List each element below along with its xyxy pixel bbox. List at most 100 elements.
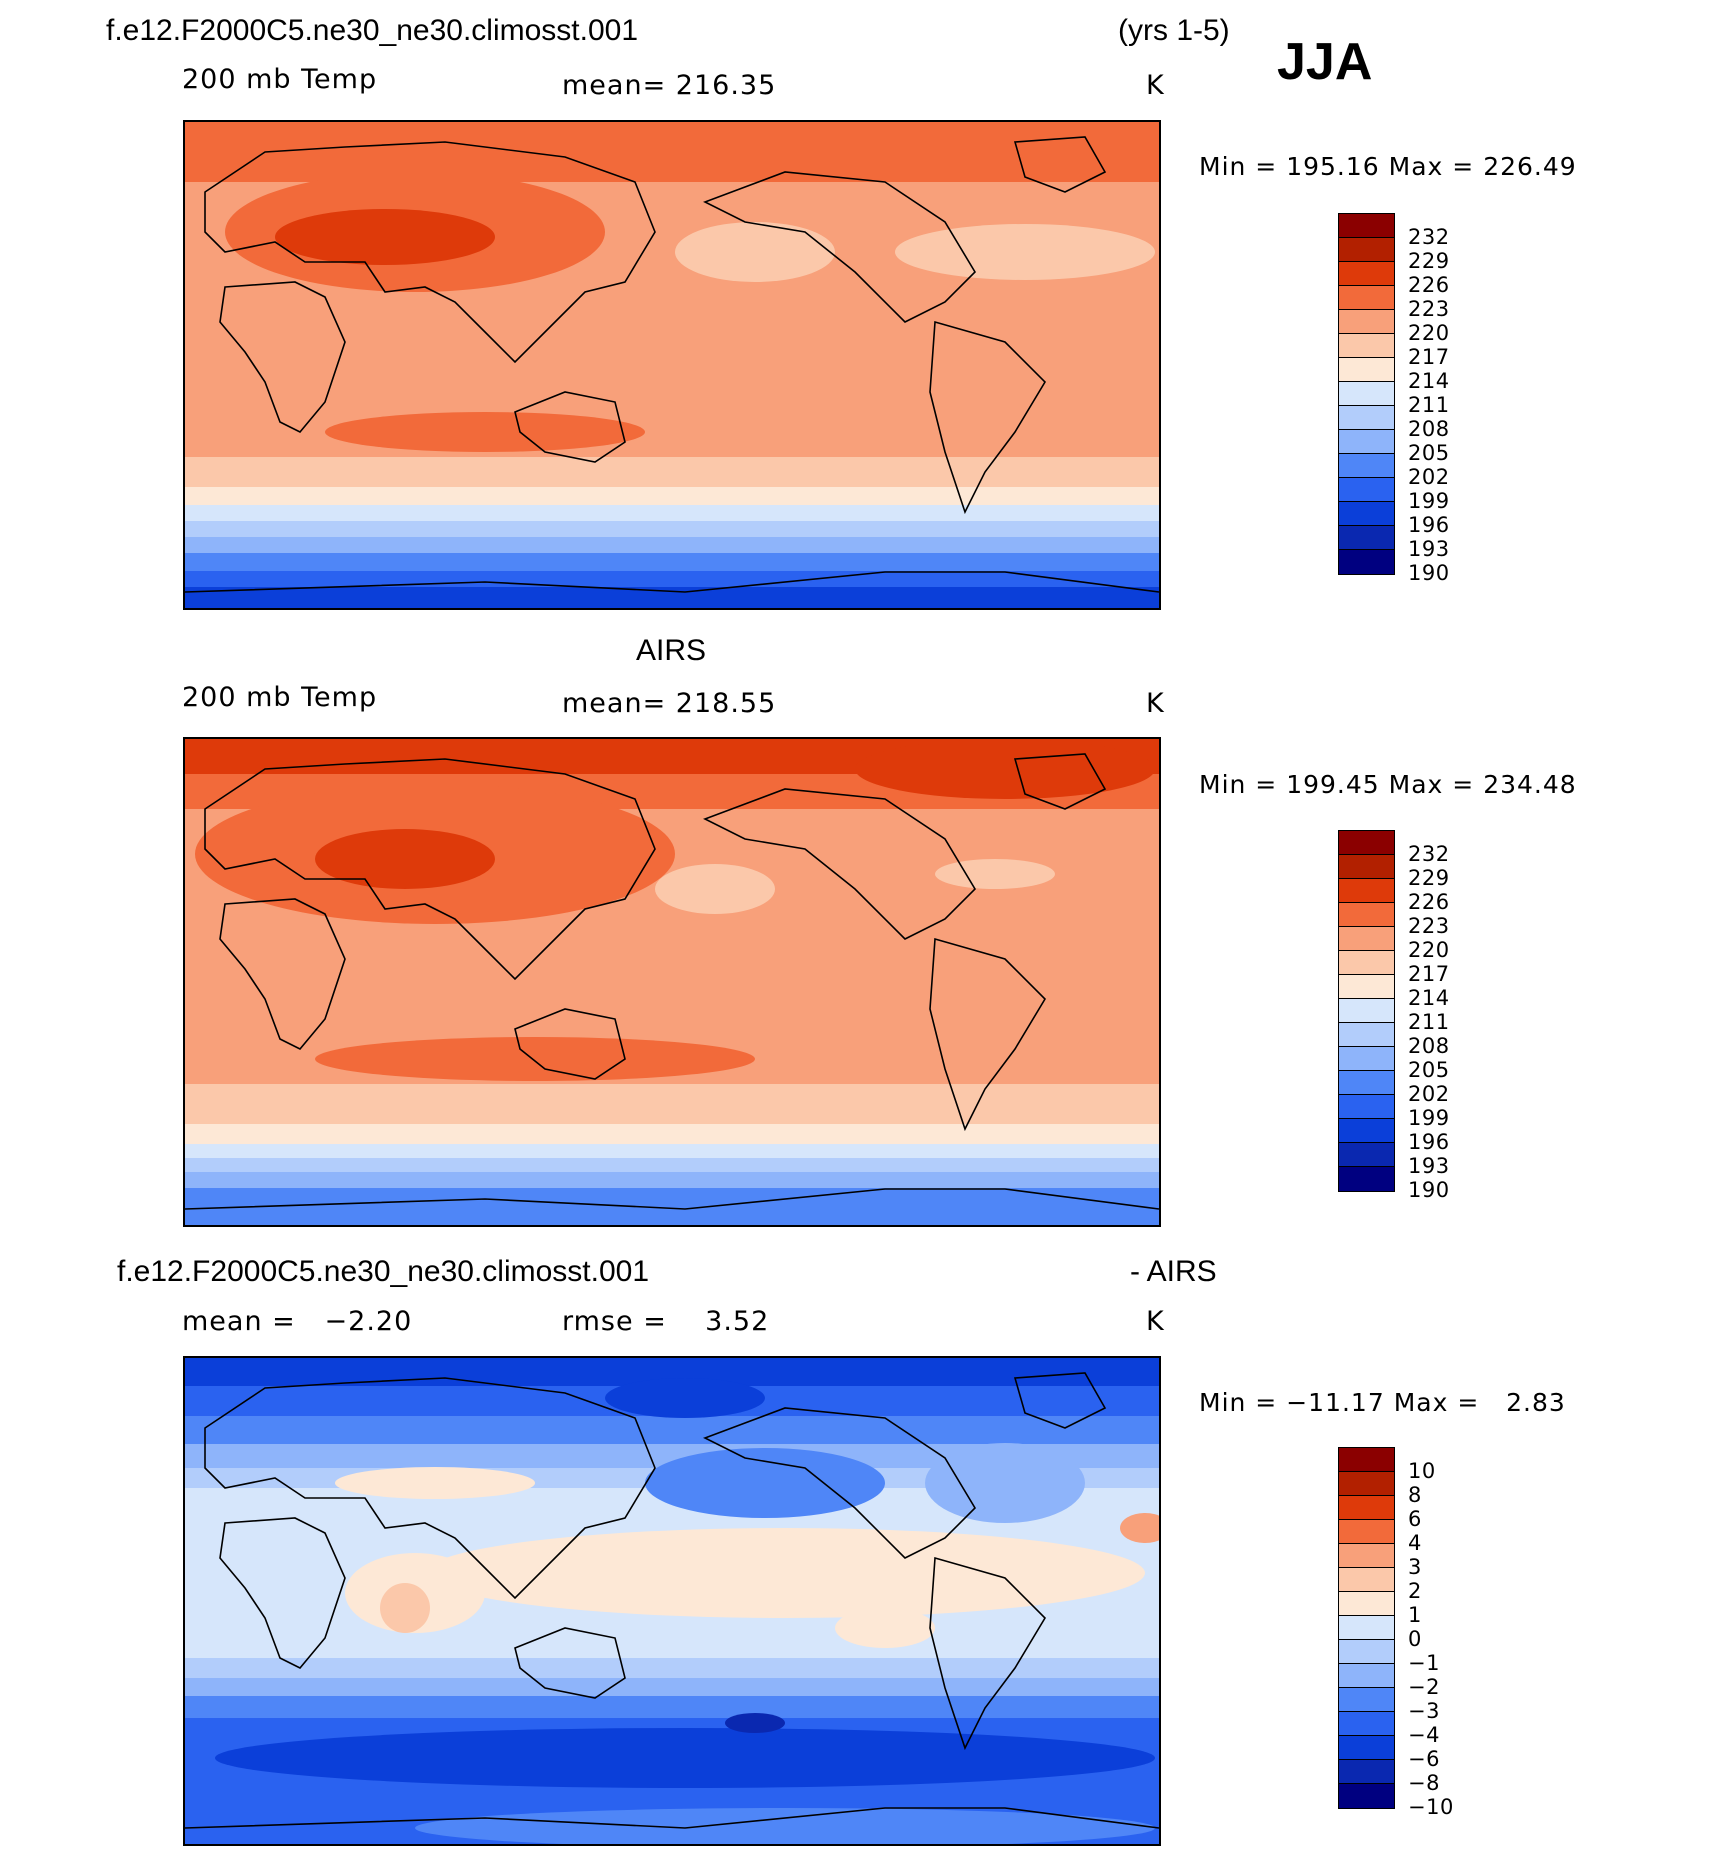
- panel1-units: K: [1146, 70, 1165, 101]
- colorbar-swatch: [1339, 951, 1394, 975]
- panel2-cbar-label: 211: [1408, 1010, 1450, 1034]
- panel2-min-label: Min =: [1199, 770, 1278, 799]
- panel2-colorbar: 232 229 226 223 220 217 214 211 208 205 …: [1338, 830, 1449, 1202]
- panel2-cbar-label: 223: [1408, 914, 1450, 938]
- panel3-rmse-label: rmse =: [562, 1306, 667, 1337]
- colorbar-swatch: [1339, 1712, 1394, 1736]
- colorbar-swatch: [1339, 454, 1394, 478]
- colorbar-swatch: [1339, 502, 1394, 526]
- colorbar-swatch: [1339, 334, 1394, 358]
- colorbar-swatch: [1339, 1472, 1394, 1496]
- colorbar-swatch: [1339, 1760, 1394, 1784]
- panel1-max-label: Max =: [1388, 152, 1475, 181]
- panel1-min-value: 195.16: [1286, 152, 1380, 181]
- colorbar-swatch: [1339, 927, 1394, 951]
- panel2-title: AIRS: [636, 634, 707, 667]
- panel1-cbar-label: 229: [1408, 249, 1450, 273]
- panel3-units: K: [1146, 1306, 1165, 1337]
- colorbar-swatch: [1339, 1544, 1394, 1568]
- panel3-cbar-label: 1: [1408, 1603, 1422, 1627]
- season-label: JJA: [1277, 33, 1373, 91]
- panel2-max-value: 234.48: [1483, 770, 1577, 799]
- panel1-colorbar-box: [1338, 213, 1395, 575]
- panel2-cbar-label: 220: [1408, 938, 1450, 962]
- panel3-title: f.e12.F2000C5.ne30_ne30.climosst.001: [117, 1255, 650, 1288]
- colorbar-swatch: [1339, 1664, 1394, 1688]
- colorbar-swatch: [1339, 406, 1394, 430]
- panel1-mean-value: 216.35: [675, 70, 777, 101]
- years-label: (yrs 1-5): [1118, 14, 1230, 47]
- panel2-cbar-label: 199: [1408, 1106, 1450, 1130]
- panel1-cbar-label: 223: [1408, 297, 1450, 321]
- colorbar-swatch: [1339, 1688, 1394, 1712]
- panel2-mean-value: 218.55: [675, 688, 777, 719]
- colorbar-swatch: [1339, 1784, 1394, 1808]
- panel3-cbar-label: 8: [1408, 1483, 1422, 1507]
- panel2-min-value: 199.45: [1286, 770, 1380, 799]
- colorbar-swatch: [1339, 1119, 1394, 1143]
- panel1-cbar-label: 196: [1408, 513, 1450, 537]
- panel3-mean-label: mean =: [182, 1306, 296, 1337]
- panel3-minmax: Min = −11.17 Max = 2.83: [1199, 1388, 1566, 1417]
- panel3-colorbar: 10 8 6 4 3 2 1 0 −1 −2 −3 −4 −6 −8 −10: [1338, 1447, 1453, 1819]
- colorbar-swatch: [1339, 1592, 1394, 1616]
- panel3-rmse: rmse = 3.52: [562, 1306, 769, 1337]
- colorbar-swatch: [1339, 214, 1394, 238]
- panel2-cbar-label: 232: [1408, 842, 1450, 866]
- panel1-field: [185, 122, 1159, 608]
- panel3-cbar-label: 2: [1408, 1579, 1422, 1603]
- colorbar-swatch: [1339, 1736, 1394, 1760]
- panel2-mean-label: mean=: [562, 688, 667, 719]
- panel3-cbar-label: −10: [1408, 1795, 1454, 1819]
- colorbar-swatch: [1339, 1071, 1394, 1095]
- panel1-cbar-label: 211: [1408, 393, 1450, 417]
- panel3-cbar-label: 10: [1408, 1459, 1436, 1483]
- panel3-max-label: Max =: [1393, 1388, 1480, 1417]
- panel1-cbar-label: 220: [1408, 321, 1450, 345]
- panel2-cbar-label: 229: [1408, 866, 1450, 890]
- colorbar-swatch: [1339, 478, 1394, 502]
- panel1-cbar-label: 193: [1408, 537, 1450, 561]
- colorbar-swatch: [1339, 430, 1394, 454]
- panel1-cbar-label: 217: [1408, 345, 1450, 369]
- colorbar-swatch: [1339, 1167, 1394, 1191]
- panel3-min-value: −11.17: [1286, 1388, 1385, 1417]
- panel3-colorbar-box: [1338, 1447, 1395, 1809]
- panel3-cbar-label: −6: [1408, 1747, 1440, 1771]
- panel3-cbar-label: −1: [1408, 1651, 1440, 1675]
- colorbar-swatch: [1339, 526, 1394, 550]
- panel2-cbar-label: 193: [1408, 1154, 1450, 1178]
- colorbar-swatch: [1339, 262, 1394, 286]
- colorbar-swatch: [1339, 975, 1394, 999]
- panel1-cbar-label: 226: [1408, 273, 1450, 297]
- colorbar-swatch: [1339, 310, 1394, 334]
- panel2-variable: 200 mb Temp: [182, 682, 378, 713]
- panel1-max-value: 226.49: [1483, 152, 1577, 181]
- panel2-cbar-label: 208: [1408, 1034, 1450, 1058]
- panel2-cbar-label: 217: [1408, 962, 1450, 986]
- colorbar-swatch: [1339, 1095, 1394, 1119]
- panel1-cbar-label: 232: [1408, 225, 1450, 249]
- panel3-cbar-label: −4: [1408, 1723, 1440, 1747]
- panel3-cbar-label: −8: [1408, 1771, 1440, 1795]
- panel3-cbar-label: −2: [1408, 1675, 1440, 1699]
- colorbar-swatch: [1339, 999, 1394, 1023]
- colorbar-swatch: [1339, 358, 1394, 382]
- panel3-cbar-label: 0: [1408, 1627, 1422, 1651]
- panel3-field: [185, 1358, 1159, 1844]
- panel1-min-label: Min =: [1199, 152, 1278, 181]
- panel3-rmse-value: 3.52: [705, 1306, 770, 1337]
- panel3-max-value: 2.83: [1506, 1388, 1566, 1417]
- panel2-cbar-label: 190: [1408, 1178, 1450, 1202]
- colorbar-swatch: [1339, 1616, 1394, 1640]
- colorbar-swatch: [1339, 1520, 1394, 1544]
- colorbar-swatch: [1339, 1448, 1394, 1472]
- panel3-mean-value: −2.20: [324, 1306, 413, 1337]
- colorbar-swatch: [1339, 286, 1394, 310]
- colorbar-swatch: [1339, 855, 1394, 879]
- colorbar-swatch: [1339, 1023, 1394, 1047]
- colorbar-swatch: [1339, 550, 1394, 574]
- panel1-cbar-label: 190: [1408, 561, 1450, 585]
- colorbar-swatch: [1339, 382, 1394, 406]
- colorbar-swatch: [1339, 1143, 1394, 1167]
